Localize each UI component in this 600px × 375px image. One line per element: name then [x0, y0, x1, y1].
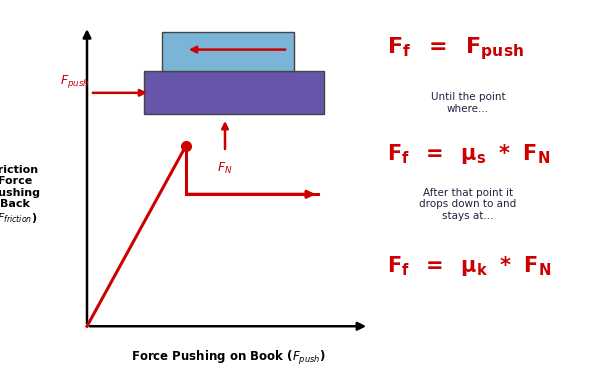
Text: Friction
Force
Pushing
Back
($F_{friction}$): Friction Force Pushing Back ($F_{frictio… [0, 165, 40, 225]
Text: $F_{push}$: $F_{push}$ [60, 73, 90, 90]
Text: $F_f$: $F_f$ [250, 34, 264, 49]
Text: $\mathbf{F_f}$  $\mathbf{=}$  $\mathbf{\mu_s}$  $\mathbf{*}$  $\mathbf{F_N}$: $\mathbf{F_f}$ $\mathbf{=}$ $\mathbf{\mu… [387, 142, 550, 166]
Text: After that point it
drops down to and
stays at...: After that point it drops down to and st… [419, 188, 517, 221]
Bar [144, 71, 324, 114]
Text: $F_N$: $F_N$ [217, 161, 233, 176]
Bar [162, 32, 294, 71]
Text: Until the point
where...: Until the point where... [431, 92, 505, 114]
Text: $\mathbf{F_f}$  $\mathbf{=}$  $\mathbf{\mu_k}$  $\mathbf{*}$  $\mathbf{F_N}$: $\mathbf{F_f}$ $\mathbf{=}$ $\mathbf{\mu… [387, 254, 551, 278]
Text: $\mathbf{F_f}$  $\mathbf{=}$  $\mathbf{F_{push}}$: $\mathbf{F_f}$ $\mathbf{=}$ $\mathbf{F_{… [387, 35, 524, 62]
Text: Force Pushing on Book ($F_{push}$): Force Pushing on Book ($F_{push}$) [131, 349, 325, 367]
